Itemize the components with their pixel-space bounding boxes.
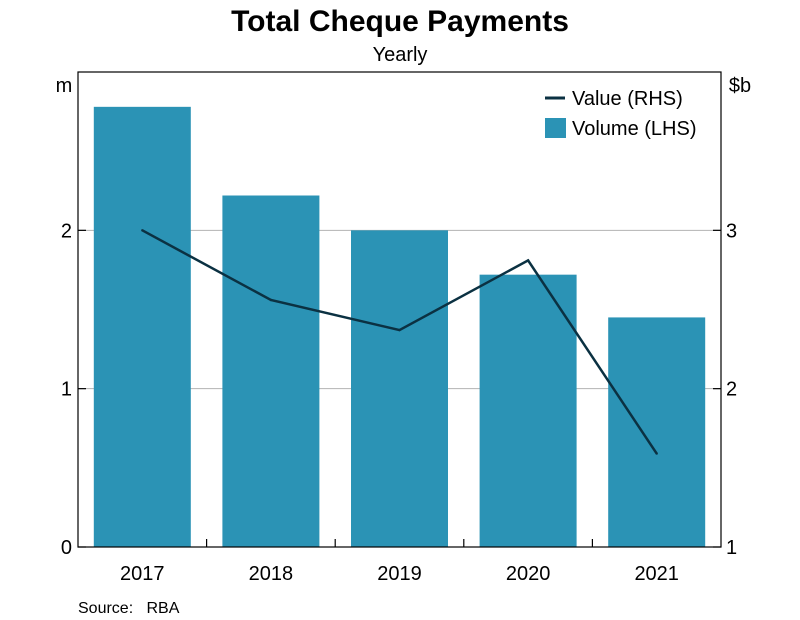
left-tick-label: 1 — [61, 379, 72, 401]
value-point-2017 — [141, 229, 144, 232]
legend-label-volume: Volume (LHS) — [572, 118, 697, 140]
value-point-2020 — [526, 259, 530, 262]
right-tick-label: 3 — [726, 220, 737, 242]
bar-2021 — [608, 317, 706, 547]
x-tick-label: 2020 — [506, 563, 551, 585]
chart-title: Total Cheque Payments — [231, 5, 569, 38]
plot-frame — [77, 71, 722, 548]
bar-2018 — [222, 195, 320, 547]
x-axis-tick-labels: 2017 2018 2019 2020 2021 — [120, 563, 679, 585]
legend-label-value: Value (RHS) — [572, 88, 683, 110]
left-axis-tick-labels: 0 1 2 — [61, 220, 72, 559]
left-tick-label: 2 — [61, 220, 72, 242]
legend: Value (RHS) Volume (LHS) — [545, 88, 697, 140]
right-axis-tick-labels: 1 2 3 — [726, 220, 737, 559]
source-note: Source: RBA — [78, 600, 180, 617]
value-line — [141, 229, 658, 455]
bar-2019 — [351, 230, 448, 548]
bar-2020 — [479, 274, 577, 547]
axis-ticks — [78, 229, 721, 548]
value-point-2018 — [269, 298, 273, 302]
legend-bar-marker — [545, 118, 566, 138]
value-point-2021 — [655, 452, 658, 455]
x-tick-label: 2017 — [120, 563, 165, 585]
x-tick-label: 2021 — [634, 563, 679, 585]
x-tick-label: 2019 — [377, 563, 422, 585]
right-axis-unit: $b — [729, 75, 751, 97]
volume-bars — [93, 106, 706, 548]
x-tick-label: 2018 — [249, 563, 294, 585]
chart-subtitle: Yearly — [373, 44, 428, 66]
right-tick-label: 1 — [726, 537, 737, 559]
value-point-2019 — [398, 328, 401, 332]
left-axis-unit: m — [56, 75, 73, 97]
bar-2017 — [93, 106, 191, 547]
left-tick-label: 0 — [61, 537, 72, 559]
right-tick-label: 2 — [726, 379, 737, 401]
